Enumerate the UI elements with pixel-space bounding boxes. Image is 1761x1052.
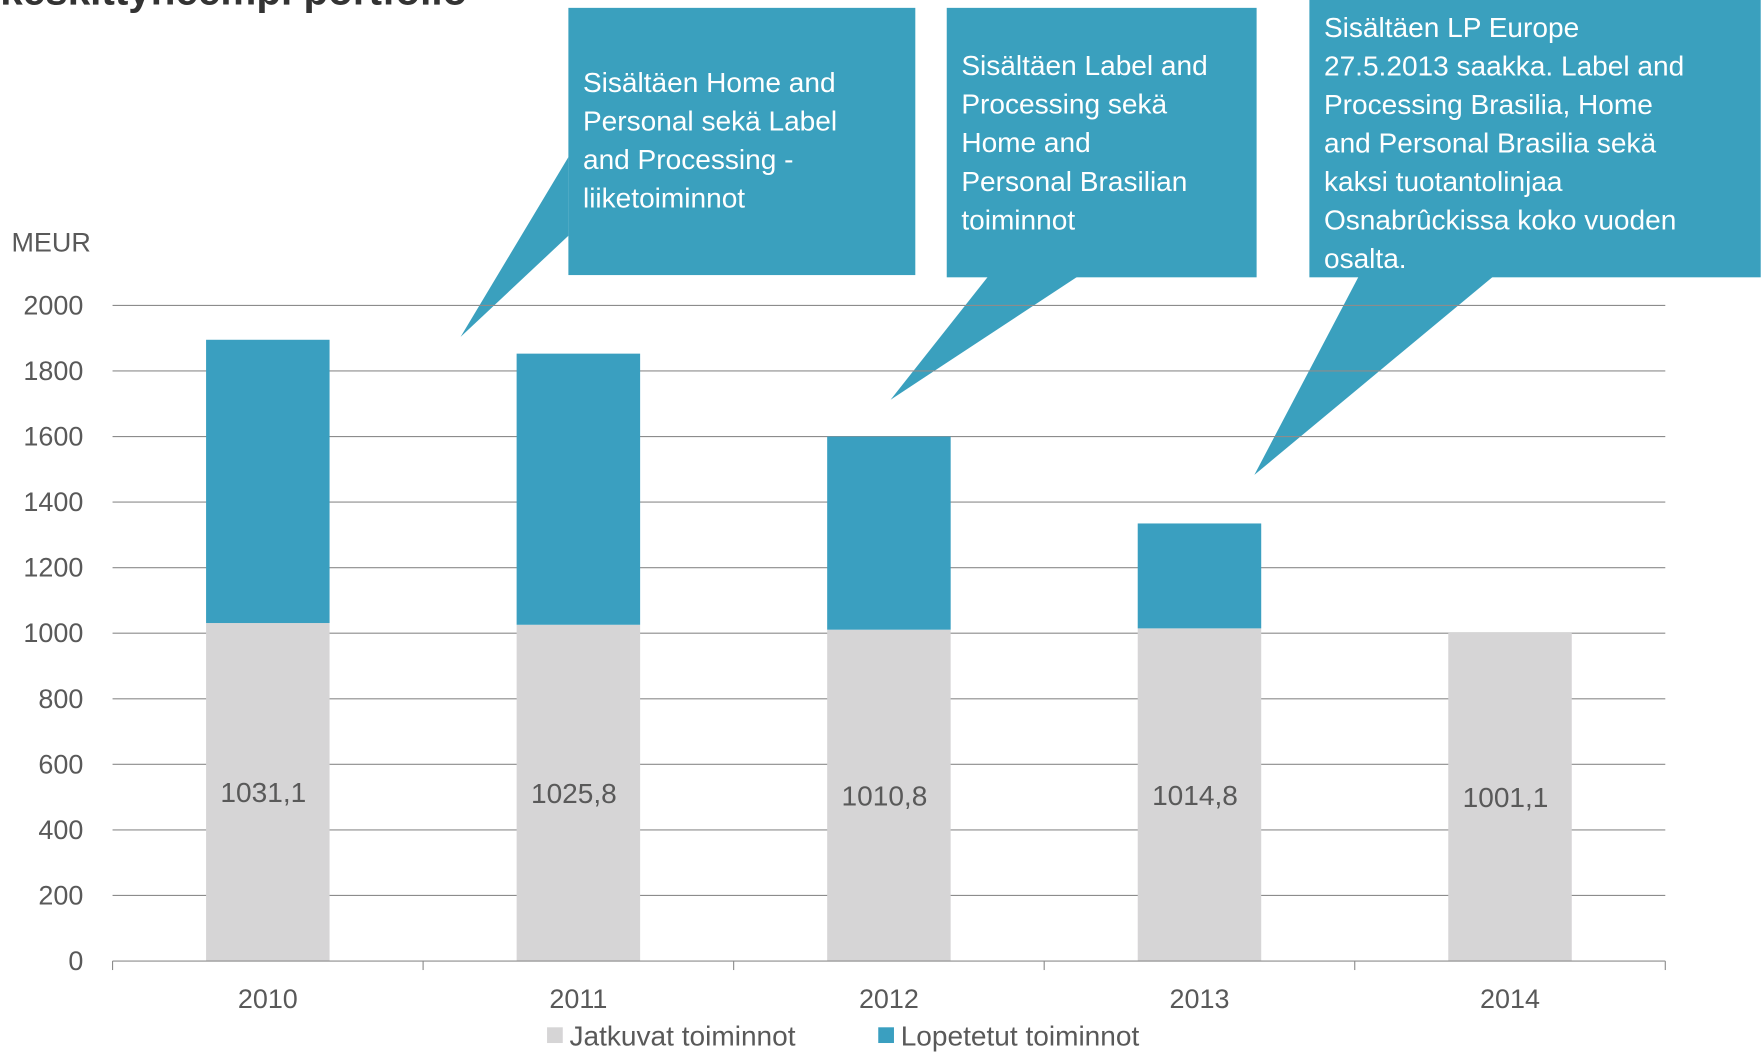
callout-text: Sisältäen Home and	[583, 67, 836, 98]
bar-segment	[1448, 632, 1572, 962]
x-tick-label: 2014	[1480, 984, 1540, 1014]
callout-pointer	[1254, 276, 1494, 475]
x-tick-label: 2012	[859, 984, 919, 1014]
y-tick-label: 1800	[23, 356, 83, 386]
callout-text: osalta.	[1324, 243, 1407, 274]
legend-label: Jatkuvat toiminnot	[570, 1020, 796, 1051]
callout-text: and Personal Brasilia sekä	[1324, 128, 1656, 159]
y-tick-label: 600	[38, 749, 83, 779]
callout-pointer	[890, 276, 1079, 400]
callout-box	[946, 7, 1257, 278]
callout-text: liiketoiminnot	[583, 183, 745, 214]
callout-text: toiminnot	[961, 204, 1075, 235]
callout-text: Personal Brasilian	[961, 166, 1187, 197]
callout-text: Processing sekä	[961, 89, 1167, 120]
callout-text: and Processing -	[583, 144, 793, 175]
callout-text: Home and	[961, 127, 1090, 158]
bar-segment	[206, 623, 330, 962]
value-label: 1025,8	[531, 778, 617, 809]
callout-box	[1309, 0, 1761, 278]
y-tick-label: 2000	[23, 290, 83, 320]
callout-text: Osnabrûckissa koko vuoden	[1324, 205, 1676, 236]
y-tick-label: 1200	[23, 553, 83, 583]
value-label: 1001,1	[1463, 782, 1549, 813]
callout-text: Processing Brasilia, Home	[1324, 89, 1653, 120]
bar-segment	[206, 339, 330, 624]
callouts	[460, 0, 1761, 475]
y-tick-label: 1000	[23, 618, 83, 648]
x-tick-label: 2011	[549, 984, 607, 1014]
x-tick-label: 2013	[1169, 984, 1229, 1014]
bar-segment	[516, 624, 641, 962]
callout-pointer	[460, 157, 569, 337]
callout-text: 27.5.2013 saakka. Label and	[1324, 51, 1684, 82]
y-axis-label: MEUR	[12, 227, 91, 257]
x-tick-label: 2010	[238, 984, 298, 1014]
value-label: 1031,1	[220, 777, 306, 808]
y-tick-label: 800	[38, 684, 83, 714]
value-label: 1014,8	[1152, 780, 1238, 811]
legend-swatch	[878, 1027, 894, 1044]
bar-segment	[827, 436, 951, 630]
bar-segment	[516, 353, 641, 625]
y-tick-label: 200	[38, 880, 83, 910]
bar-segment	[827, 629, 951, 962]
callout-box	[568, 7, 916, 276]
callout-text: Sisältäen Label and	[961, 50, 1207, 81]
callout-text: Personal sekä Label	[583, 106, 837, 137]
callout-text: kaksi tuotantolinjaa	[1324, 166, 1563, 197]
legend-swatch	[547, 1027, 563, 1044]
legend-label: Lopetetut toiminnot	[901, 1020, 1140, 1051]
bar-segment	[1137, 523, 1262, 629]
y-tick-label: 400	[38, 815, 83, 845]
y-tick-label: 0	[68, 946, 83, 976]
callout-text: Sisältäen LP Europe	[1324, 12, 1579, 43]
y-tick-label: 1600	[23, 422, 83, 452]
chart-title: keskittyneempi portfolio	[0, 0, 467, 13]
y-tick-label: 1400	[23, 487, 83, 517]
value-label: 1010,8	[842, 780, 928, 811]
bar-segment	[1137, 628, 1262, 962]
